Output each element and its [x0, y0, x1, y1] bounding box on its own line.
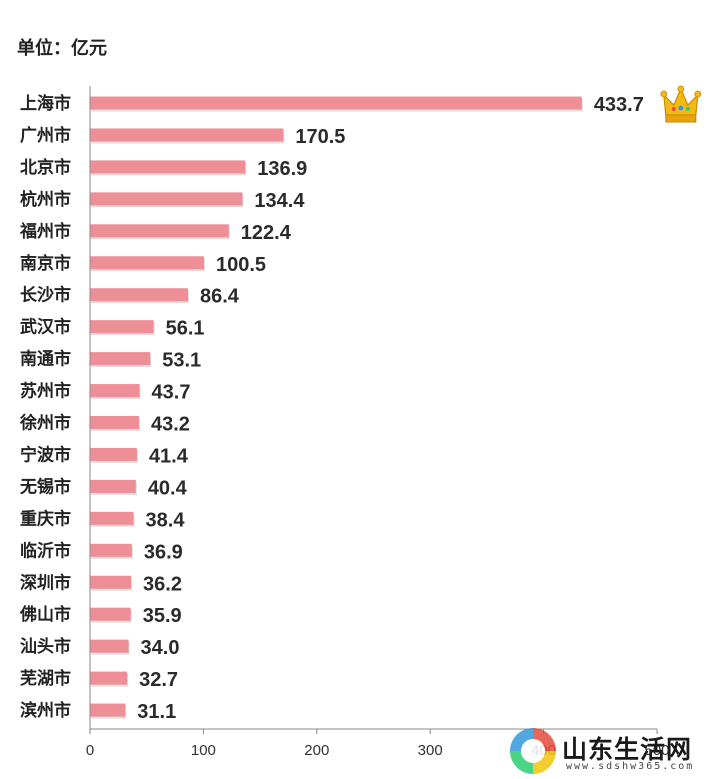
- bars-layer: 上海市 433.7 广州市 170.5 北京市 136.9 杭州市 134.4 福州市 122.4…: [19, 93, 644, 723]
- crown-icon: [660, 85, 702, 123]
- category-label: 长沙市: [20, 285, 71, 305]
- category-label: 苏州市: [20, 381, 71, 401]
- bar-19: [90, 703, 126, 717]
- bar-7: [90, 320, 154, 334]
- category-label: 北京市: [20, 157, 71, 177]
- bar-0: [90, 96, 582, 110]
- category-label: 武汉市: [20, 317, 71, 337]
- bar-6: [90, 288, 188, 302]
- bar-18: [90, 671, 128, 685]
- category-label: 南通市: [20, 349, 71, 369]
- bar-11: [90, 447, 137, 461]
- value-label: 41.4: [149, 445, 189, 467]
- category-label: 临沂市: [20, 540, 71, 560]
- x-tick-label: 500: [644, 742, 669, 759]
- category-label: 徐州市: [19, 413, 71, 433]
- value-label: 134.4: [254, 190, 305, 212]
- value-label: 36.9: [144, 541, 183, 563]
- bar-2: [90, 160, 246, 174]
- x-tick-label: 200: [304, 742, 329, 759]
- bar-5: [90, 256, 204, 270]
- value-label: 34.0: [141, 637, 180, 659]
- x-tick-label: 100: [191, 742, 216, 759]
- bar-9: [90, 384, 140, 398]
- x-tick-label: 300: [418, 742, 443, 759]
- value-label: 100.5: [216, 254, 266, 276]
- value-label: 122.4: [241, 222, 292, 244]
- bar-13: [90, 511, 134, 525]
- category-label: 滨州市: [20, 700, 71, 720]
- bar-17: [90, 639, 129, 653]
- bar-3: [90, 192, 243, 206]
- value-label: 35.9: [143, 605, 182, 627]
- value-label: 38.4: [146, 509, 186, 531]
- value-label: 53.1: [162, 350, 201, 372]
- watermark-text: 山东生活网: [562, 735, 693, 764]
- category-label: 南京市: [20, 253, 71, 273]
- value-label: 433.7: [594, 94, 644, 116]
- unit-label: 单位：亿元: [17, 38, 107, 58]
- category-label: 广州市: [20, 125, 71, 145]
- value-label: 32.7: [139, 669, 178, 691]
- category-label: 无锡市: [19, 476, 71, 496]
- category-label: 重庆市: [20, 508, 71, 528]
- category-label: 上海市: [20, 93, 71, 113]
- category-label: 芜湖市: [20, 668, 71, 688]
- bar-10: [90, 416, 139, 429]
- bar-15: [90, 575, 132, 589]
- value-label: 43.2: [151, 414, 190, 436]
- x-tick-label: 0: [86, 742, 94, 759]
- value-label: 86.4: [200, 286, 240, 308]
- watermark-subtext: www.sdshw365.com: [566, 761, 695, 772]
- watermark-circle-icon: [510, 728, 556, 774]
- value-label: 40.4: [148, 477, 188, 499]
- bar-14: [90, 543, 132, 557]
- bar-16: [90, 607, 131, 621]
- watermark-logo: 山东生活网 www.sdshw365.com: [508, 724, 722, 778]
- bar-12: [90, 479, 136, 493]
- category-label: 福州市: [19, 221, 71, 241]
- category-label: 杭州市: [20, 189, 71, 209]
- category-label: 汕头市: [20, 636, 71, 656]
- value-label: 43.7: [152, 382, 191, 404]
- value-label: 31.1: [137, 701, 176, 723]
- value-label: 56.1: [166, 318, 205, 340]
- value-label: 170.5: [295, 126, 345, 148]
- bar-8: [90, 352, 151, 366]
- bar-4: [90, 224, 229, 238]
- bar-1: [90, 128, 284, 142]
- value-label: 136.9: [257, 158, 307, 180]
- value-label: 36.2: [143, 573, 182, 595]
- category-label: 佛山市: [19, 604, 71, 624]
- category-label: 宁波市: [20, 444, 71, 464]
- category-label: 深圳市: [20, 572, 71, 592]
